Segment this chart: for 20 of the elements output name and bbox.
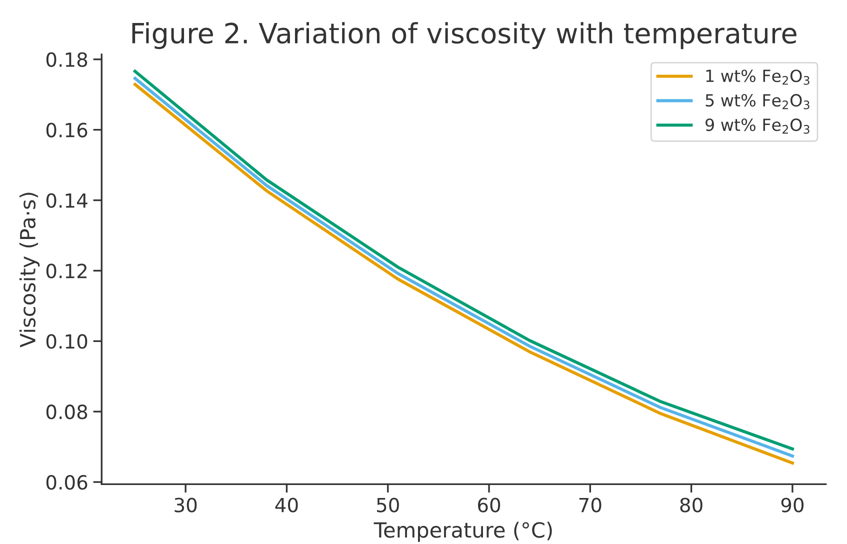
chart-title: Figure 2. Variation of viscosity with temperature <box>132 22 796 50</box>
x-tick-label: 90 <box>781 498 804 512</box>
legend-label: 5 wt% Fe$_{2}$O$_{3}$ <box>706 94 810 110</box>
x-axis-title: Temperature (°C) <box>374 522 552 542</box>
y-tick-label: 0.14 <box>46 193 88 208</box>
y-tick-label: 0.06 <box>46 475 88 490</box>
y-axis-title: Viscosity (Pa·s) <box>19 192 40 348</box>
y-tick-label: 0.10 <box>46 334 88 349</box>
x-tick-label: 70 <box>579 498 602 512</box>
legend-label: 9 wt% Fe$_{2}$O$_{3}$ <box>706 118 810 134</box>
x-tick-label: 30 <box>174 498 197 512</box>
x-tick-label: 40 <box>275 498 298 512</box>
y-tick-label: 0.12 <box>46 264 86 278</box>
x-tick-label: 60 <box>478 498 500 512</box>
x-tick-label: 50 <box>377 498 399 512</box>
legend-label: 1 wt% Fe$_{2}$O$_{3}$ <box>706 70 810 85</box>
y-tick-label: 0.08 <box>46 404 88 420</box>
y-tick-label: 0.18 <box>46 52 88 67</box>
y-tick-label: 0.16 <box>46 122 88 138</box>
x-tick-label: 80 <box>680 498 702 512</box>
